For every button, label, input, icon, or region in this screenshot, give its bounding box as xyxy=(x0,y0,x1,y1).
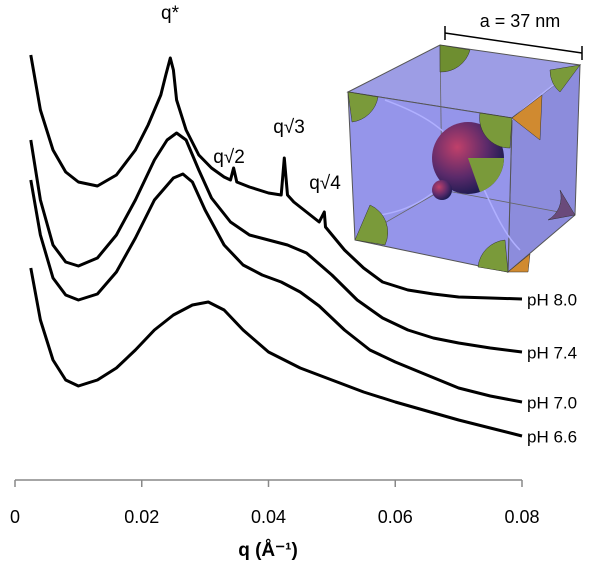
x-tick-label: 0.02 xyxy=(124,507,159,527)
curve xyxy=(29,172,523,404)
inset-label: a = 37 nm xyxy=(480,11,561,31)
x-tick-label: 0.08 xyxy=(504,507,539,527)
peak-annotation: q* xyxy=(161,3,180,24)
peak-annotation: q√3 xyxy=(273,117,305,138)
inset-cube xyxy=(346,26,583,274)
peak-annotation: q√2 xyxy=(213,147,245,168)
curve xyxy=(29,131,523,354)
x-tick-label: 0.06 xyxy=(378,507,413,527)
curve xyxy=(29,267,523,438)
series-label: pH 8.0 xyxy=(527,290,577,309)
series-label: pH 7.0 xyxy=(527,393,577,412)
series-label: pH 7.4 xyxy=(527,343,577,362)
x-tick-label: 0.04 xyxy=(251,507,286,527)
series-label: pH 6.6 xyxy=(527,427,577,446)
x-tick-label: 0 xyxy=(10,507,20,527)
peak-annotation: q√4 xyxy=(309,173,341,194)
x-axis-label: q (Å⁻¹) xyxy=(238,540,298,561)
curve xyxy=(29,54,523,301)
